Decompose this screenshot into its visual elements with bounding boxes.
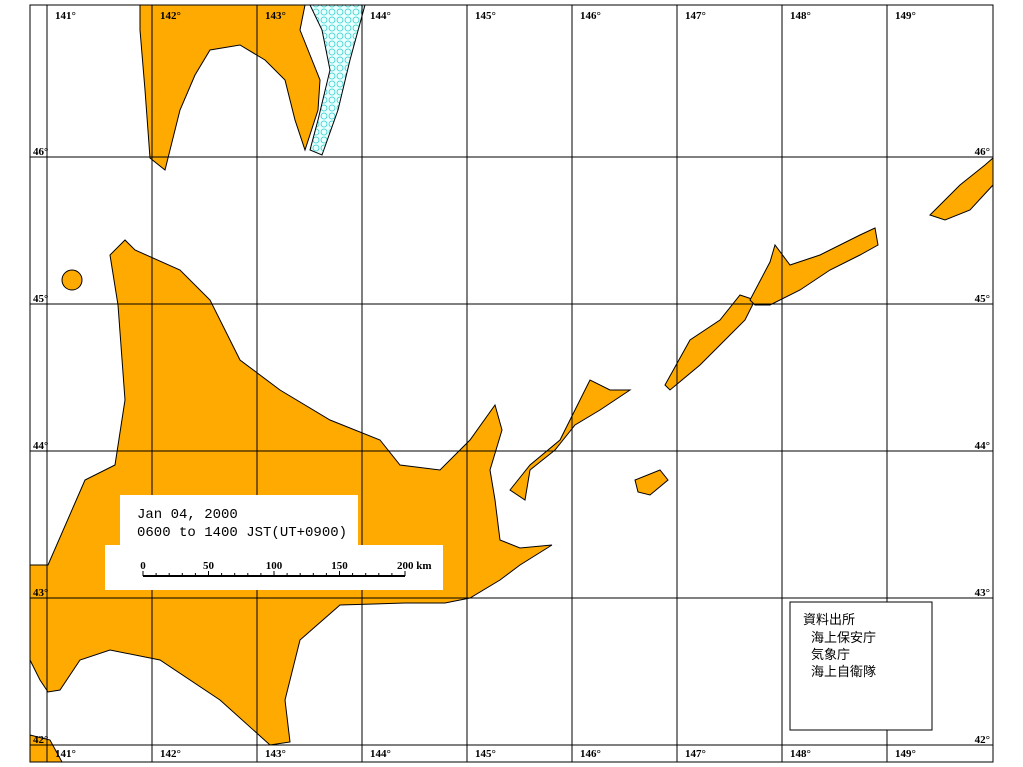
longitude-label: 144° [370, 748, 391, 760]
longitude-label: 147° [685, 10, 706, 22]
scale-label: 0 [140, 560, 146, 572]
latitude-label: 45° [33, 293, 48, 305]
source-agency: 海上自衛隊 [811, 664, 876, 680]
latitude-label: 44° [33, 440, 48, 452]
hokkaido [29, 239, 553, 746]
latitude-label: 46° [33, 146, 48, 158]
land [29, 4, 994, 763]
latitude-label: 44° [975, 440, 990, 452]
scale: 0 50 100 150 200 km [140, 560, 432, 576]
longitude-label: 141° [55, 748, 76, 760]
longitude-label: 146° [580, 10, 601, 22]
sakhalin [139, 4, 321, 171]
island [634, 469, 669, 496]
longitude-label: 145° [475, 748, 496, 760]
source-agency: 海上保安庁 [811, 631, 876, 646]
latitude-label: 45° [975, 293, 990, 305]
info-box [120, 495, 358, 550]
island [749, 227, 879, 306]
info-box [105, 545, 443, 590]
longitude-label: 141° [55, 10, 76, 22]
latitude-label: 43° [975, 587, 990, 599]
longitude-label: 148° [790, 748, 811, 760]
longitude-label: 149° [895, 748, 916, 760]
source-title: 資料出所 [803, 613, 855, 628]
scale-label: 50 [203, 560, 215, 572]
longitude-label: 142° [160, 748, 181, 760]
longitude-label: 143° [265, 10, 286, 22]
longitude-label: 149° [895, 10, 916, 22]
island [509, 379, 632, 501]
longitude-label: 145° [475, 10, 496, 22]
longitude-label: 144° [370, 10, 391, 22]
time: 0600 to 1400 JST(UT+0900) [137, 525, 347, 541]
longitude-label: 146° [580, 748, 601, 760]
sea-ice [309, 4, 366, 156]
longitude-label: 143° [265, 748, 286, 760]
source-box [789, 601, 933, 731]
longitude-label: 142° [160, 10, 181, 22]
latitude-label: 42° [33, 734, 48, 746]
island [929, 156, 994, 221]
latitude-label: 42° [975, 734, 990, 746]
island [61, 269, 83, 291]
scale-label: 150 [331, 560, 348, 572]
date: Jan 04, 2000 [137, 507, 238, 523]
longitude-label: 147° [685, 748, 706, 760]
scale-label: 200 km [397, 560, 432, 572]
frame [29, 4, 994, 763]
latitude-label: 46° [975, 146, 990, 158]
source-agency: 気象庁 [811, 647, 850, 663]
longitude-label: 148° [790, 10, 811, 22]
scale-label: 100 [266, 560, 283, 572]
latitude-label: 43° [33, 587, 48, 599]
island [664, 294, 756, 391]
